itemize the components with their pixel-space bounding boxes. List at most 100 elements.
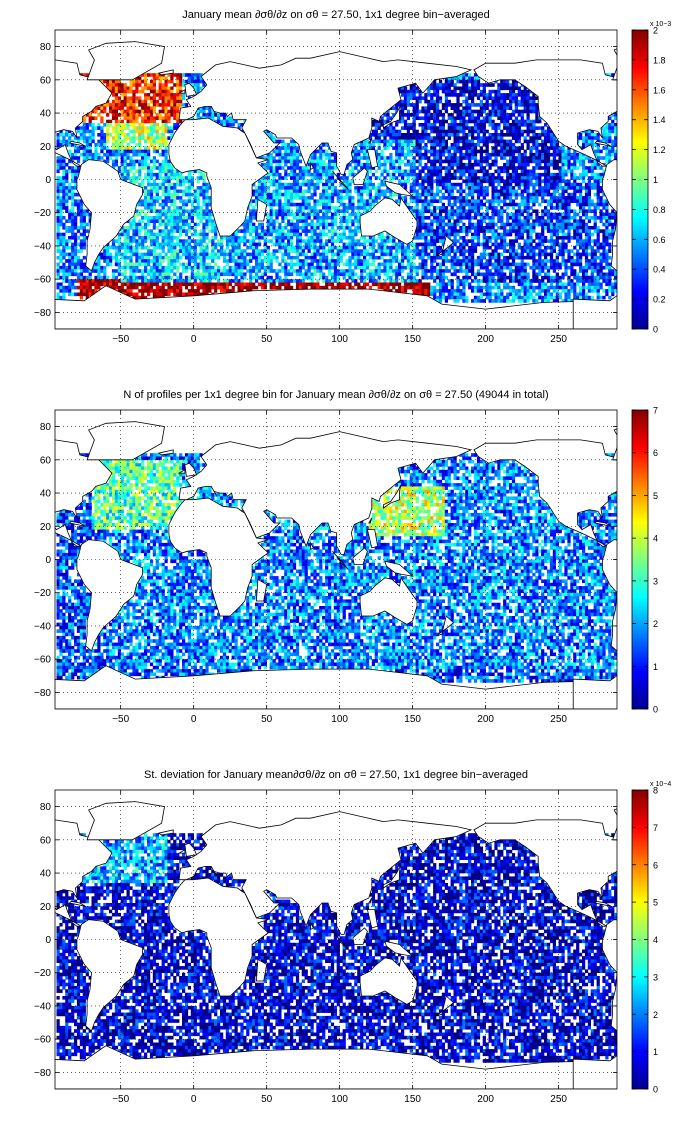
data-cell — [476, 83, 481, 87]
data-cell — [415, 172, 419, 177]
data-cell — [333, 152, 338, 157]
data-cell — [269, 222, 273, 227]
data-cell — [424, 229, 428, 233]
data-cell — [316, 172, 320, 177]
data-cell — [535, 116, 539, 121]
data-cell — [605, 226, 609, 230]
data-cell — [307, 239, 311, 243]
data-cell — [106, 159, 110, 164]
data-cell — [377, 196, 381, 200]
data-cell — [202, 192, 206, 197]
data-cell — [564, 159, 568, 164]
data-cell — [79, 232, 84, 237]
data-cell — [459, 196, 463, 200]
data-cell — [319, 222, 323, 227]
data-cell — [155, 242, 159, 247]
data-cell — [149, 182, 154, 187]
data-cell — [322, 166, 326, 170]
data-cell — [444, 96, 449, 101]
data-cell — [520, 96, 524, 101]
data-cell — [106, 103, 110, 107]
data-cell — [544, 156, 548, 160]
data-cell — [398, 86, 402, 91]
data-cell — [403, 119, 408, 124]
data-cell — [182, 219, 186, 224]
data-cell — [76, 199, 81, 204]
data-cell — [313, 176, 317, 180]
data-cell — [269, 136, 273, 140]
data-cell — [549, 186, 554, 190]
data-cell — [476, 182, 481, 187]
data-cell — [345, 206, 349, 210]
data-cell — [319, 202, 323, 207]
data-cell — [301, 216, 305, 220]
data-cell — [392, 146, 396, 150]
data-cell — [473, 123, 478, 127]
data-cell — [532, 143, 536, 147]
data-cell — [468, 169, 472, 174]
data-cell — [68, 186, 72, 190]
data-cell — [526, 176, 530, 180]
data-cell — [511, 83, 516, 87]
data-cell — [453, 212, 457, 217]
data-cell — [173, 103, 177, 107]
data-cell — [526, 156, 530, 160]
data-cell — [281, 139, 285, 144]
data-cell — [427, 206, 431, 210]
data-cell — [79, 202, 84, 207]
data-cell — [135, 149, 139, 154]
data-cell — [152, 76, 157, 81]
data-cell — [430, 103, 434, 107]
data-cell — [511, 159, 516, 164]
data-cell — [111, 113, 116, 117]
data-cell — [546, 176, 551, 180]
data-cell — [511, 176, 516, 180]
data-cell — [322, 186, 326, 190]
data-cell — [587, 239, 592, 243]
data-cell — [290, 176, 294, 180]
data-cell — [500, 83, 504, 87]
data-cell — [462, 222, 466, 227]
data-cell — [506, 152, 510, 157]
data-cell — [514, 156, 519, 160]
data-cell — [584, 232, 589, 237]
data-cell — [479, 152, 484, 157]
data-cell — [465, 169, 469, 174]
data-cell — [509, 103, 513, 107]
data-cell — [614, 212, 617, 217]
data-cell — [319, 236, 323, 240]
data-cell — [275, 172, 279, 177]
data-cell — [97, 123, 101, 127]
data-cell — [462, 143, 466, 147]
data-cell — [368, 176, 373, 180]
data-cell — [144, 176, 148, 180]
data-cell — [301, 196, 305, 200]
data-cell — [506, 202, 510, 207]
data-cell — [541, 179, 545, 184]
data-cell — [152, 162, 157, 167]
data-cell — [120, 126, 124, 130]
data-cell — [106, 99, 110, 104]
data-cell — [190, 226, 195, 230]
data-cell — [430, 116, 434, 121]
data-cell — [497, 89, 501, 94]
data-cell — [485, 106, 489, 111]
data-cell — [88, 146, 92, 150]
data-cell — [275, 209, 279, 214]
data-cell — [450, 209, 454, 214]
data-cell — [85, 139, 89, 144]
data-cell — [161, 116, 165, 121]
data-cell — [138, 126, 142, 130]
data-cell — [558, 196, 562, 200]
data-cell — [307, 196, 311, 200]
data-cell — [465, 76, 469, 81]
data-cell — [424, 176, 428, 180]
data-cell — [488, 216, 492, 220]
data-cell — [290, 196, 294, 200]
data-cell — [196, 202, 200, 207]
data-cell — [313, 216, 317, 220]
data-cell — [161, 133, 165, 137]
data-cell — [234, 229, 238, 233]
data-cell — [462, 73, 466, 77]
data-cell — [371, 236, 376, 240]
